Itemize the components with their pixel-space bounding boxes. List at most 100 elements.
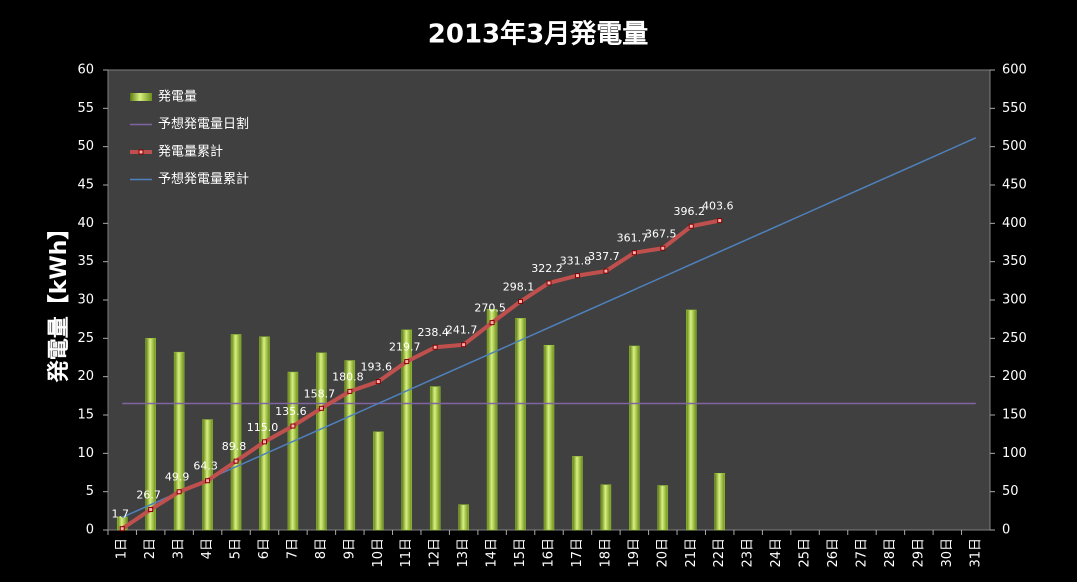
y-tick-label: 20 xyxy=(77,369,94,384)
data-label: 115.0 xyxy=(247,421,279,434)
legend-label: 発電量 xyxy=(158,90,197,105)
x-tick-label: 29日 xyxy=(911,538,926,568)
x-tick-label: 1日 xyxy=(115,538,130,559)
y2-tick-label: 550 xyxy=(1002,101,1027,116)
x-tick-label: 6日 xyxy=(257,538,272,559)
line-marker xyxy=(119,526,125,532)
y2-tick-label: 350 xyxy=(1002,254,1027,269)
x-tick-label: 7日 xyxy=(285,538,300,559)
x-tick-label: 19日 xyxy=(627,538,642,568)
line-marker xyxy=(432,344,438,350)
line-series xyxy=(121,137,977,519)
line-marker xyxy=(404,359,410,365)
data-label: 331.8 xyxy=(560,255,592,268)
bar xyxy=(316,352,327,531)
x-tick-label: 24日 xyxy=(769,538,784,568)
line-marker xyxy=(205,478,211,484)
x-tick-label: 15日 xyxy=(513,538,528,568)
x-tick-label: 4日 xyxy=(200,538,215,559)
bar xyxy=(543,344,555,531)
y-tick-label: 50 xyxy=(77,139,94,154)
bar xyxy=(686,309,697,531)
y2-tick-label: 250 xyxy=(1002,331,1027,346)
line-marker xyxy=(347,388,353,394)
bar xyxy=(657,485,669,531)
data-label: 298.1 xyxy=(503,280,535,293)
legend-label: 発電量累計 xyxy=(158,144,223,160)
line-marker xyxy=(660,245,666,251)
x-tick-label: 25日 xyxy=(798,538,813,568)
legend-marker xyxy=(138,149,144,155)
line-marker xyxy=(574,273,580,279)
y2-tick-label: 450 xyxy=(1002,178,1027,193)
x-tick-label: 18日 xyxy=(598,538,613,568)
x-tick-label: 14日 xyxy=(485,538,500,568)
y2-tick-label: 50 xyxy=(1002,484,1019,499)
y-tick-label: 35 xyxy=(77,254,94,269)
line-marker xyxy=(233,458,239,464)
bar xyxy=(600,484,612,531)
y2-tick-label: 500 xyxy=(1002,139,1027,154)
data-label: 270.5 xyxy=(474,302,506,315)
y2-tick-label: 200 xyxy=(1002,369,1027,384)
bar xyxy=(173,351,185,531)
y-tick-label: 0 xyxy=(86,523,94,538)
x-tick-label: 31日 xyxy=(968,538,983,568)
x-tick-label: 30日 xyxy=(940,538,955,568)
data-label: 193.6 xyxy=(361,361,393,374)
data-label: 158.7 xyxy=(304,387,336,400)
data-label: 241.7 xyxy=(446,324,478,337)
bar xyxy=(629,345,640,531)
data-label: 26.7 xyxy=(136,489,161,502)
line-marker xyxy=(176,489,182,495)
data-label: 180.8 xyxy=(332,370,364,383)
line-marker xyxy=(375,379,381,385)
line-marker xyxy=(148,507,154,513)
x-tick-label: 16日 xyxy=(542,538,557,568)
line-marker xyxy=(631,250,637,256)
data-label: 322.2 xyxy=(531,262,563,275)
bar xyxy=(145,338,156,531)
data-label: 337.7 xyxy=(588,250,620,263)
data-label: 238.4 xyxy=(417,326,449,339)
line-marker xyxy=(717,218,723,224)
x-tick-label: 22日 xyxy=(712,538,727,568)
bar xyxy=(344,360,356,531)
line-marker xyxy=(461,342,467,348)
line-marker xyxy=(261,439,267,445)
x-tick-label: 3日 xyxy=(172,538,187,559)
line-marker xyxy=(603,268,609,274)
line-marker xyxy=(546,280,552,286)
y-tick-label: 60 xyxy=(77,63,94,78)
y-tick-label: 45 xyxy=(77,178,94,193)
bar xyxy=(515,318,526,531)
y-tick-label: 5 xyxy=(86,484,94,499)
x-tick-label: 23日 xyxy=(741,538,756,568)
bar xyxy=(429,386,441,531)
data-label: 1.7 xyxy=(111,508,129,521)
y2-tick-label: 300 xyxy=(1002,293,1027,308)
line-marker xyxy=(518,298,524,304)
x-tick-label: 10日 xyxy=(371,538,386,568)
line-marker xyxy=(688,223,694,229)
x-tick-label: 27日 xyxy=(854,538,869,568)
legend-label: 予想発電量累計 xyxy=(158,171,249,187)
data-label: 49.9 xyxy=(165,471,190,484)
bar xyxy=(259,336,270,531)
bar xyxy=(202,419,213,531)
data-label: 367.5 xyxy=(645,227,677,240)
data-label: 396.2 xyxy=(674,205,706,218)
data-label: 89.8 xyxy=(222,440,247,453)
x-tick-label: 26日 xyxy=(826,538,841,568)
bar xyxy=(373,431,384,531)
x-tick-label: 28日 xyxy=(883,538,898,568)
data-label: 403.6 xyxy=(702,200,734,213)
data-label: 135.6 xyxy=(275,405,307,418)
bar xyxy=(287,371,299,531)
x-tick-label: 20日 xyxy=(655,538,670,568)
y2-tick-label: 0 xyxy=(1002,523,1010,538)
data-label: 64.3 xyxy=(193,460,218,473)
x-tick-label: 12日 xyxy=(428,538,443,568)
y-tick-label: 10 xyxy=(77,446,94,461)
